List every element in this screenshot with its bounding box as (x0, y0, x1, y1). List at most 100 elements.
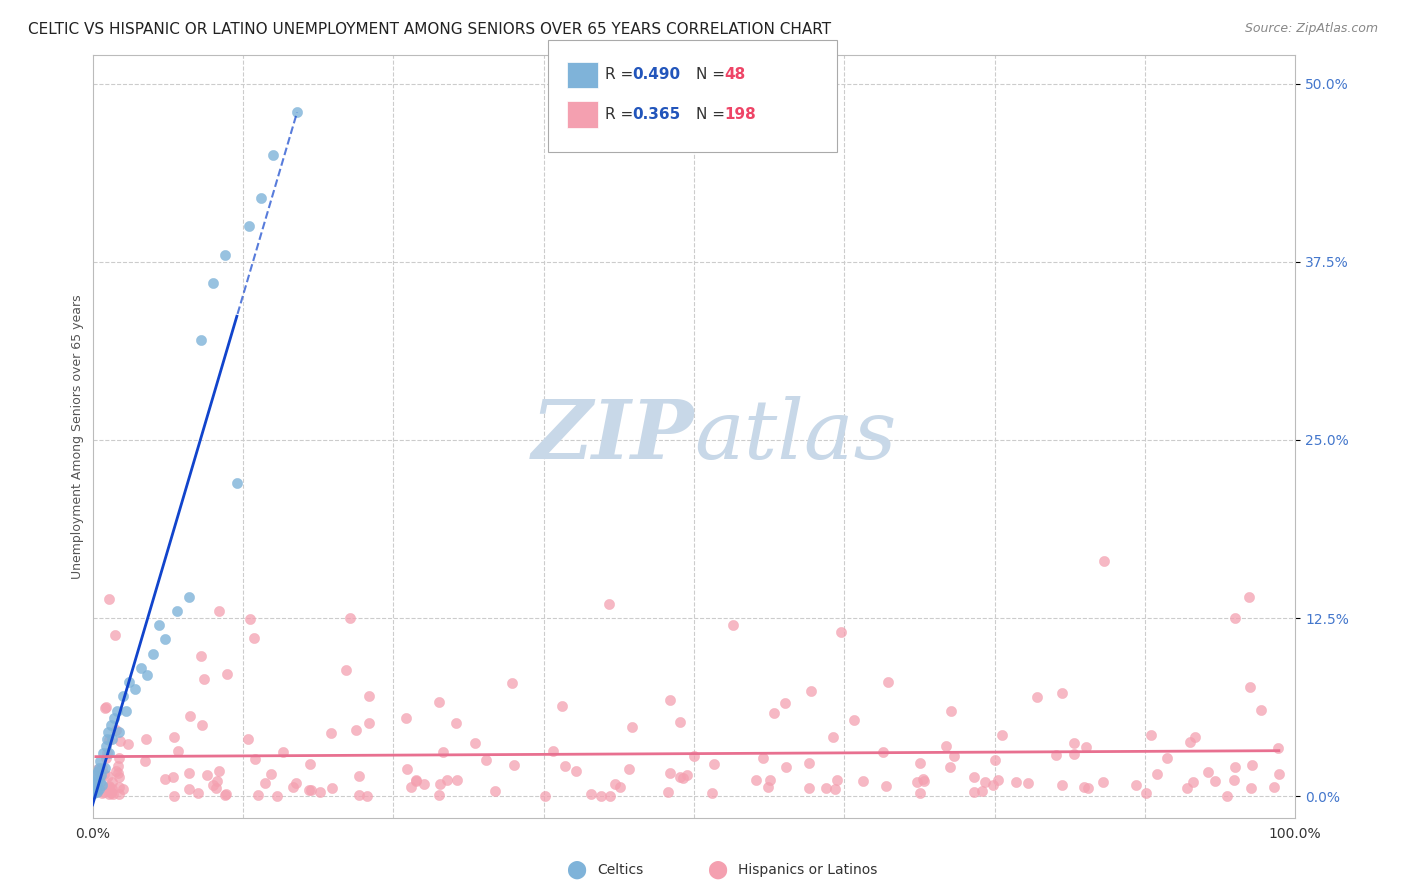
Point (503, 757, 526, 772)
Point (84, 783, 107, 797)
Point (94, 750, 117, 764)
Point (202, 778, 225, 792)
Point (579, 787, 602, 801)
Point (339, 611, 361, 625)
Point (1216, 789, 1239, 803)
Point (319, 725, 342, 739)
Point (659, 693, 682, 707)
Point (875, 780, 897, 794)
Point (1177, 780, 1199, 795)
Point (723, 618, 745, 632)
Point (166, 604, 188, 618)
Point (357, 716, 380, 731)
Point (96, 747, 118, 761)
Point (745, 772, 768, 787)
Point (266, 789, 288, 803)
Point (1156, 751, 1178, 765)
Point (565, 764, 588, 779)
Point (814, 780, 837, 795)
Point (242, 631, 264, 645)
Point (1240, 780, 1263, 795)
Point (752, 750, 775, 764)
Point (669, 715, 692, 730)
Point (395, 762, 418, 776)
Point (86, 785, 108, 799)
Text: ZIP: ZIP (531, 396, 695, 476)
Point (464, 736, 486, 750)
Point (1223, 773, 1246, 788)
Point (238, 219, 260, 234)
Point (163, 789, 186, 803)
Point (1063, 747, 1085, 761)
Point (215, 667, 238, 681)
Point (93, 747, 115, 761)
Point (273, 745, 295, 759)
Text: R =: R = (605, 107, 638, 121)
Point (1139, 728, 1161, 742)
Point (939, 759, 962, 773)
Point (83, 782, 105, 797)
Point (177, 765, 200, 780)
Point (148, 618, 170, 632)
Point (215, 787, 238, 801)
Point (356, 789, 378, 803)
Point (759, 773, 782, 788)
Point (1135, 786, 1157, 800)
Point (1181, 774, 1204, 789)
Point (657, 784, 679, 798)
Point (262, 148, 284, 162)
Point (191, 718, 214, 732)
Point (253, 776, 276, 790)
Point (162, 771, 184, 785)
Point (108, 788, 131, 802)
Point (115, 704, 138, 718)
Point (187, 786, 209, 800)
Point (427, 695, 450, 709)
Point (84, 780, 107, 795)
Text: atlas: atlas (695, 396, 896, 476)
Point (1073, 780, 1095, 794)
Point (94, 739, 117, 754)
Point (799, 781, 821, 796)
Point (773, 696, 796, 710)
Text: Celtics: Celtics (598, 863, 644, 877)
Point (214, 789, 236, 803)
Point (984, 753, 1007, 767)
Point (93, 761, 115, 775)
Point (943, 748, 966, 763)
Point (129, 661, 152, 675)
Point (98, 747, 121, 761)
Text: Hispanics or Latinos: Hispanics or Latinos (738, 863, 877, 877)
Point (111, 690, 134, 704)
Point (107, 759, 129, 773)
Point (1239, 680, 1261, 694)
Point (609, 780, 631, 794)
Point (347, 788, 370, 802)
Point (195, 768, 218, 782)
Point (104, 723, 127, 737)
Point (823, 730, 845, 744)
Point (756, 780, 779, 794)
Point (1077, 781, 1099, 796)
Point (87, 782, 110, 797)
Point (190, 648, 212, 663)
Point (1074, 740, 1097, 755)
Y-axis label: Unemployment Among Seniors over 65 years: Unemployment Among Seniors over 65 years (72, 294, 84, 579)
Point (167, 744, 190, 758)
Point (90, 786, 112, 800)
Point (551, 699, 574, 714)
Point (103, 711, 125, 725)
Text: R =: R = (605, 68, 638, 82)
Point (285, 105, 308, 120)
Point (97, 788, 120, 802)
Point (135, 668, 157, 682)
Point (83, 786, 105, 800)
Point (799, 756, 821, 770)
Point (97, 725, 120, 739)
Point (1197, 765, 1219, 780)
Point (939, 704, 962, 718)
Point (308, 785, 330, 799)
Text: 0.490: 0.490 (633, 68, 681, 82)
Point (399, 780, 422, 794)
Point (205, 774, 228, 789)
